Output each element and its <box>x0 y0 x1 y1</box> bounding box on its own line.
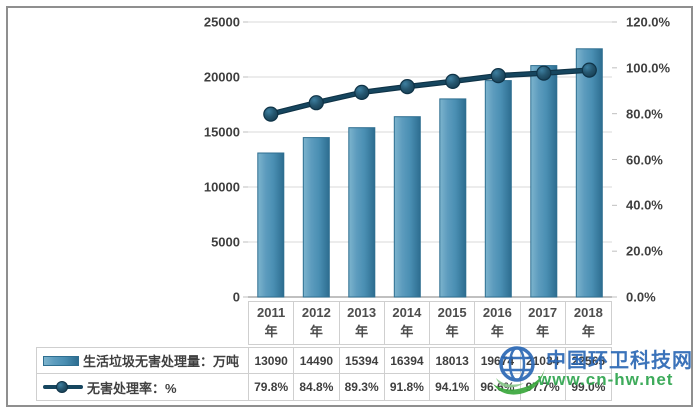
table-value-cell: 79.8% <box>249 374 295 400</box>
right-axis-tick-label: 100.0% <box>626 60 671 76</box>
legend-series-label: 无害处理率：% <box>37 374 249 400</box>
x-axis-category-cell: 2011 年 <box>249 302 295 344</box>
left-axis-tick-label: 25000 <box>203 14 240 30</box>
line-marker <box>263 106 279 122</box>
right-axis-tick-label: 60.0% <box>626 152 663 167</box>
bar <box>257 152 285 298</box>
left-axis-tick-label: 5000 <box>211 234 240 250</box>
bar <box>302 137 330 298</box>
x-axis-row: 2011 年 2012 年 2013 年 2014 年 2015 年 2016 年 2017… <box>248 301 612 345</box>
bar-legend-key-icon <box>43 355 79 366</box>
line-marker <box>399 78 415 95</box>
line-marker <box>536 65 552 81</box>
bar <box>530 65 558 298</box>
table-value-cell: 84.8% <box>294 374 340 400</box>
gridlines <box>243 21 617 298</box>
watermark-globe-icon <box>493 346 545 395</box>
table-value-cell: 18013 <box>430 348 476 374</box>
legend-series-name: 生活垃圾无害处理量：万吨 <box>83 354 240 369</box>
table-value-cell: 13090 <box>249 348 295 374</box>
bar <box>484 80 512 298</box>
right-axis-tick-label: 80.0% <box>626 106 663 122</box>
x-axis-category-cell: 2018 年 <box>573 305 603 339</box>
x-axis-category-cell: 2012 年 <box>294 302 340 344</box>
table-value-cell: 22565 <box>565 348 611 374</box>
left-axis-tick-label: 10000 <box>203 179 240 195</box>
x-axis-category-cell: 2013 年 <box>340 302 385 344</box>
table-value-cell: 99.0% <box>571 380 606 394</box>
table-value-cell: 94.1% <box>430 374 476 400</box>
legend-series-label: 生活垃圾无害处理量：万吨 <box>37 348 249 374</box>
bar <box>575 48 603 298</box>
right-axis-tick-label: 0.0% <box>626 289 656 305</box>
left-axis-tick-label: 0 <box>232 289 240 305</box>
x-axis-category-cell: 2017 年 <box>521 302 566 344</box>
table-value-cell: 91.8% <box>385 374 430 400</box>
left-axis-labels: 25000 20000 15000 10000 5000 0 <box>0 0 240 413</box>
line-marker <box>354 84 370 101</box>
table-value-cell: 15394 <box>339 348 385 374</box>
right-axis-tick-label: 20.0% <box>626 243 663 259</box>
table-value-cell: 16394 <box>384 348 430 374</box>
watermark: 中国环卫科技网 www.cn-hw.net <box>490 336 695 402</box>
line-legend-key-icon <box>43 380 83 394</box>
table-value-cell: 14490 <box>294 348 340 374</box>
bar-series <box>257 48 603 298</box>
line-marker <box>581 62 597 78</box>
watermark-site-url: www.cn-hw.net <box>538 370 674 389</box>
x-axis-category-cell: 2016 年 <box>475 302 521 344</box>
line-marker <box>445 73 461 90</box>
left-axis-tick-label: 20000 <box>203 69 240 85</box>
right-axis-labels: 120.0% 100.0% 80.0% 60.0% 40.0% 20.0% 0.0% <box>622 0 692 413</box>
line-marker <box>308 95 324 111</box>
right-axis-tick-label: 120.0% <box>626 14 671 30</box>
x-axis-category-cell: 2015 年 <box>430 302 476 344</box>
table-value-cell: 89.3% <box>340 374 385 400</box>
left-axis-tick-label: 15000 <box>203 124 240 140</box>
line-marker <box>490 67 506 84</box>
right-axis-tick-label: 40.0% <box>626 197 663 213</box>
bar <box>348 127 376 298</box>
rate-line-series <box>263 62 597 122</box>
watermark-site-name: 中国环卫科技网 <box>546 350 693 372</box>
data-table: 生活垃圾无害处理量：万吨 13090 14490 15394 16394 18013 196… <box>36 347 612 401</box>
x-axis-category-cell: 2014 年 <box>385 302 430 344</box>
bar <box>439 98 467 298</box>
bar <box>393 116 421 298</box>
legend-series-name: 无害处理率：% <box>87 380 177 396</box>
